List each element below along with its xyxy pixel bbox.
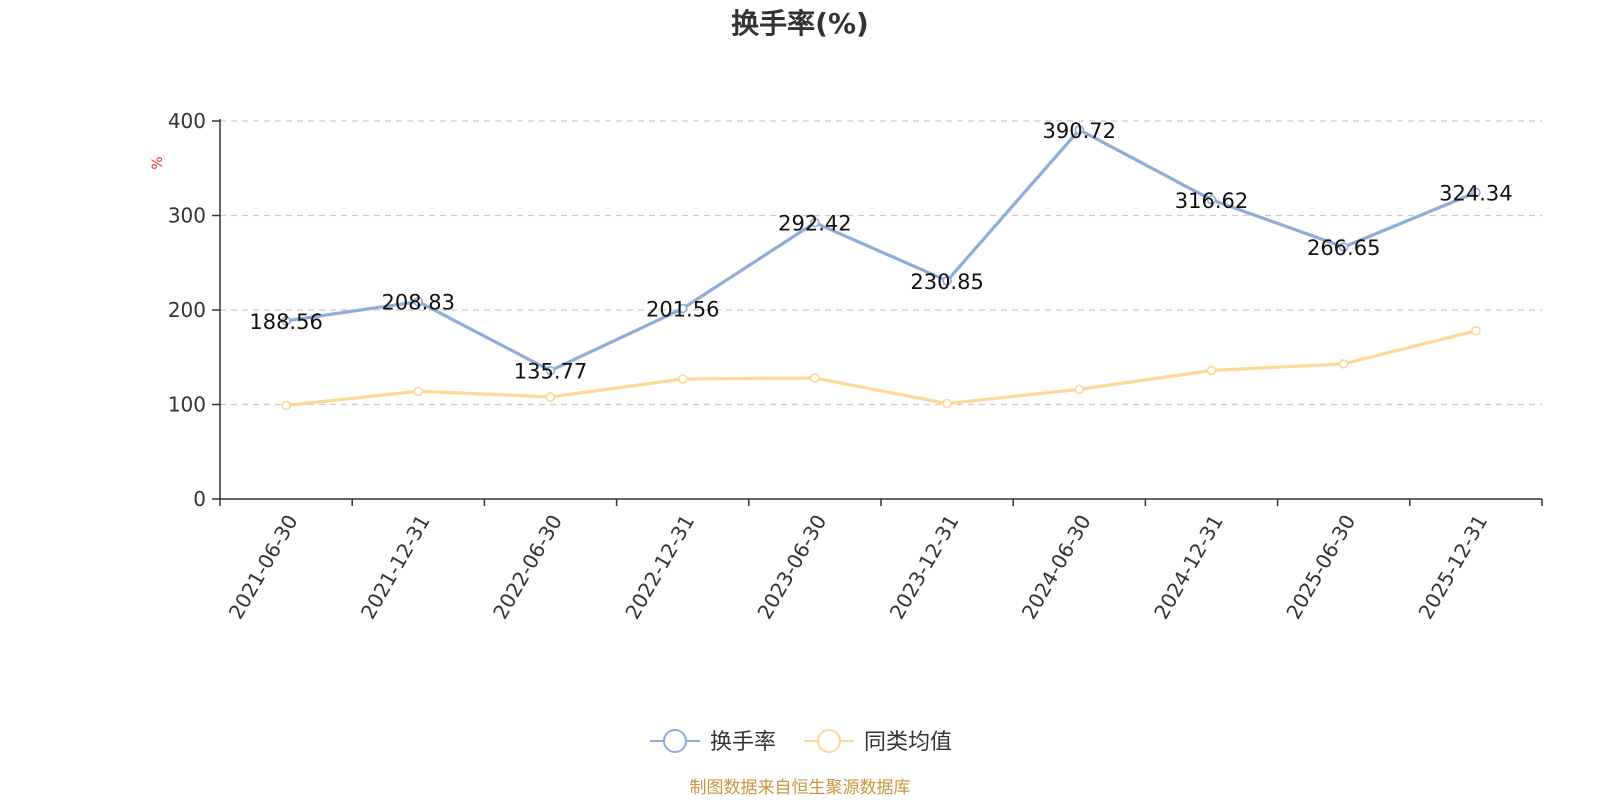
data-point	[413, 386, 424, 397]
data-point	[1338, 242, 1349, 252]
y-tick-label: 0	[193, 487, 206, 511]
data-point	[1206, 365, 1217, 376]
data-label: 135.77	[514, 360, 587, 384]
data-label: 208.83	[382, 291, 455, 315]
y-tick-label: 100	[168, 393, 206, 417]
data-label: 266.65	[1307, 236, 1380, 260]
x-tick-label: 2024-06-30	[1017, 511, 1096, 624]
data-label: 201.56	[646, 298, 719, 322]
legend-marker	[817, 729, 841, 753]
series-line-1	[285, 128, 1477, 373]
legend-item-1[interactable]: 换手率	[650, 729, 776, 755]
source-note: 制图数据来自恒生聚源数据库	[690, 778, 911, 798]
legend-item-2[interactable]: 同类均值	[804, 729, 952, 755]
y-tick-label: 200	[168, 298, 206, 322]
data-label: 324.34	[1439, 181, 1512, 205]
data-point	[1206, 194, 1217, 205]
data-point	[545, 392, 556, 402]
data-point	[1471, 325, 1481, 336]
data-point	[545, 365, 556, 376]
data-point	[942, 276, 952, 286]
x-tick-label: 2021-06-30	[224, 511, 303, 624]
data-label: 230.85	[910, 270, 983, 294]
data-point	[281, 316, 291, 326]
x-tick-label: 2023-12-31	[885, 511, 964, 624]
axis-layer: 0 100 200 300 400 2021-06-30 2021-12-31 2022-06…	[168, 109, 1543, 624]
data-point	[810, 217, 820, 228]
legend-marker	[663, 729, 687, 753]
data-point	[1338, 359, 1349, 369]
data-point	[1471, 187, 1481, 198]
y-axis-unit: %	[150, 156, 166, 169]
series-line-2	[285, 329, 1477, 408]
data-label: 390.72	[1043, 119, 1116, 143]
data-label: 292.42	[778, 212, 851, 236]
y-tick-label: 400	[168, 109, 206, 133]
x-tick-label: 2024-12-31	[1149, 511, 1228, 624]
series-layer	[281, 124, 1481, 411]
data-point	[281, 400, 291, 411]
legend-label: 换手率	[710, 730, 776, 755]
data-label: 188.56	[249, 310, 322, 334]
x-tick-label: 2025-12-31	[1413, 511, 1492, 624]
x-tick-label: 2021-12-31	[356, 511, 435, 624]
data-point	[1074, 384, 1085, 395]
data-label: 316.62	[1175, 189, 1248, 213]
data-label-layer: 188.56 208.83 135.77 201.56 292.42 230.85 390.…	[249, 119, 1512, 384]
data-point	[810, 373, 820, 383]
grid-layer	[220, 120, 1542, 406]
data-point	[677, 303, 688, 314]
legend-label: 同类均值	[864, 730, 952, 755]
legend[interactable]: 换手率 同类均值	[650, 729, 952, 755]
data-point	[677, 374, 688, 384]
chart-title: 换手率(%)	[731, 7, 869, 40]
data-point	[413, 296, 424, 307]
y-tick-label: 300	[168, 204, 206, 228]
x-tick-label: 2022-06-30	[488, 511, 567, 624]
data-point	[942, 398, 952, 409]
x-tick-label: 2022-12-31	[620, 511, 699, 624]
x-tick-label: 2025-06-30	[1281, 511, 1360, 624]
data-point	[1074, 124, 1085, 135]
x-tick-label: 2023-06-30	[752, 511, 831, 624]
